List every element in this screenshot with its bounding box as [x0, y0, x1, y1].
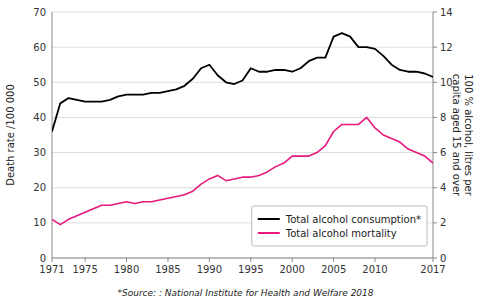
series-group	[52, 33, 433, 225]
y2-axis-label-line: 100 % alcohol, litres per	[463, 74, 474, 196]
x-tick-label: 1980	[114, 264, 139, 275]
y-tick-label: 30	[33, 147, 46, 158]
x-tick-label: 1985	[155, 264, 180, 275]
y2-tick	[433, 187, 437, 188]
x-tick	[333, 258, 334, 262]
x-tick-label: 2000	[279, 264, 304, 275]
x-tick-label: 1990	[197, 264, 222, 275]
grid	[52, 12, 433, 258]
grid-line	[52, 258, 433, 259]
grid-line	[52, 47, 433, 48]
grid-line	[52, 117, 433, 118]
grid-line	[52, 187, 433, 188]
x-tick	[126, 258, 127, 262]
y2-tick	[433, 258, 437, 259]
x-tick-label: 2005	[321, 264, 346, 275]
y2-axis-label-line: capita aged 15 and over	[451, 74, 462, 197]
x-tick-label: 2017	[420, 264, 445, 275]
x-tick	[167, 258, 168, 262]
x-axis	[52, 258, 433, 259]
legend-swatch	[258, 232, 280, 234]
x-tick	[209, 258, 210, 262]
y2-tick-label: 8	[440, 112, 446, 123]
legend-label: Total alcohol consumption*	[285, 214, 421, 225]
x-tick	[85, 258, 86, 262]
y2-tick	[433, 222, 437, 223]
x-tick-label: 2010	[362, 264, 387, 275]
y-tick-label: 0	[40, 253, 46, 264]
grid-line	[52, 152, 433, 153]
y2-tick-label: 4	[440, 182, 446, 193]
y2-tick	[433, 117, 437, 118]
legend: Total alcohol consumption* Total alcohol …	[252, 206, 427, 246]
y-tick-label: 20	[33, 182, 46, 193]
x-tick	[250, 258, 251, 262]
y2-tick	[433, 47, 437, 48]
y-axis-label: Death rate /100 000	[5, 84, 16, 186]
y2-tick	[433, 152, 437, 153]
x-tick	[292, 258, 293, 262]
x-tick-label: 1975	[72, 264, 97, 275]
y-tick-label: 10	[33, 217, 46, 228]
legend-box	[252, 206, 427, 246]
y2-tick-label: 10	[440, 77, 453, 88]
y-tick-label: 60	[33, 42, 46, 53]
x-tick-label: 1971	[39, 264, 64, 275]
y2-tick-label: 14	[440, 7, 453, 18]
chart: 0 10 20 30 40 50 60 70 0 2 4 6 8 10 12 14 1971 1975 1980 19…	[0, 0, 491, 302]
grid-line	[52, 82, 433, 83]
y2-tick-label: 2	[440, 217, 446, 228]
y-tick-label: 70	[33, 7, 46, 18]
y2-tick-label: 0	[440, 253, 446, 264]
legend-swatch	[258, 218, 280, 220]
y-axis	[52, 12, 53, 258]
x-tick	[52, 258, 53, 262]
series-line	[52, 33, 433, 131]
legend-label: Total alcohol mortality	[285, 228, 397, 239]
y-tick-label: 50	[33, 77, 46, 88]
y2-axis	[433, 12, 434, 258]
y2-tick-label: 6	[440, 147, 446, 158]
x-tick	[433, 258, 434, 262]
x-tick	[375, 258, 376, 262]
y2-tick	[433, 12, 437, 13]
x-tick-label: 1995	[238, 264, 263, 275]
source-note: *Source: : National Institute for Health…	[117, 288, 373, 298]
y2-tick	[433, 82, 437, 83]
grid-line	[52, 12, 433, 13]
y2-tick-label: 12	[440, 42, 453, 53]
y-tick-label: 40	[33, 112, 46, 123]
y2-axis-label: 100 % alcohol, litres percapita aged 15 …	[451, 74, 474, 197]
